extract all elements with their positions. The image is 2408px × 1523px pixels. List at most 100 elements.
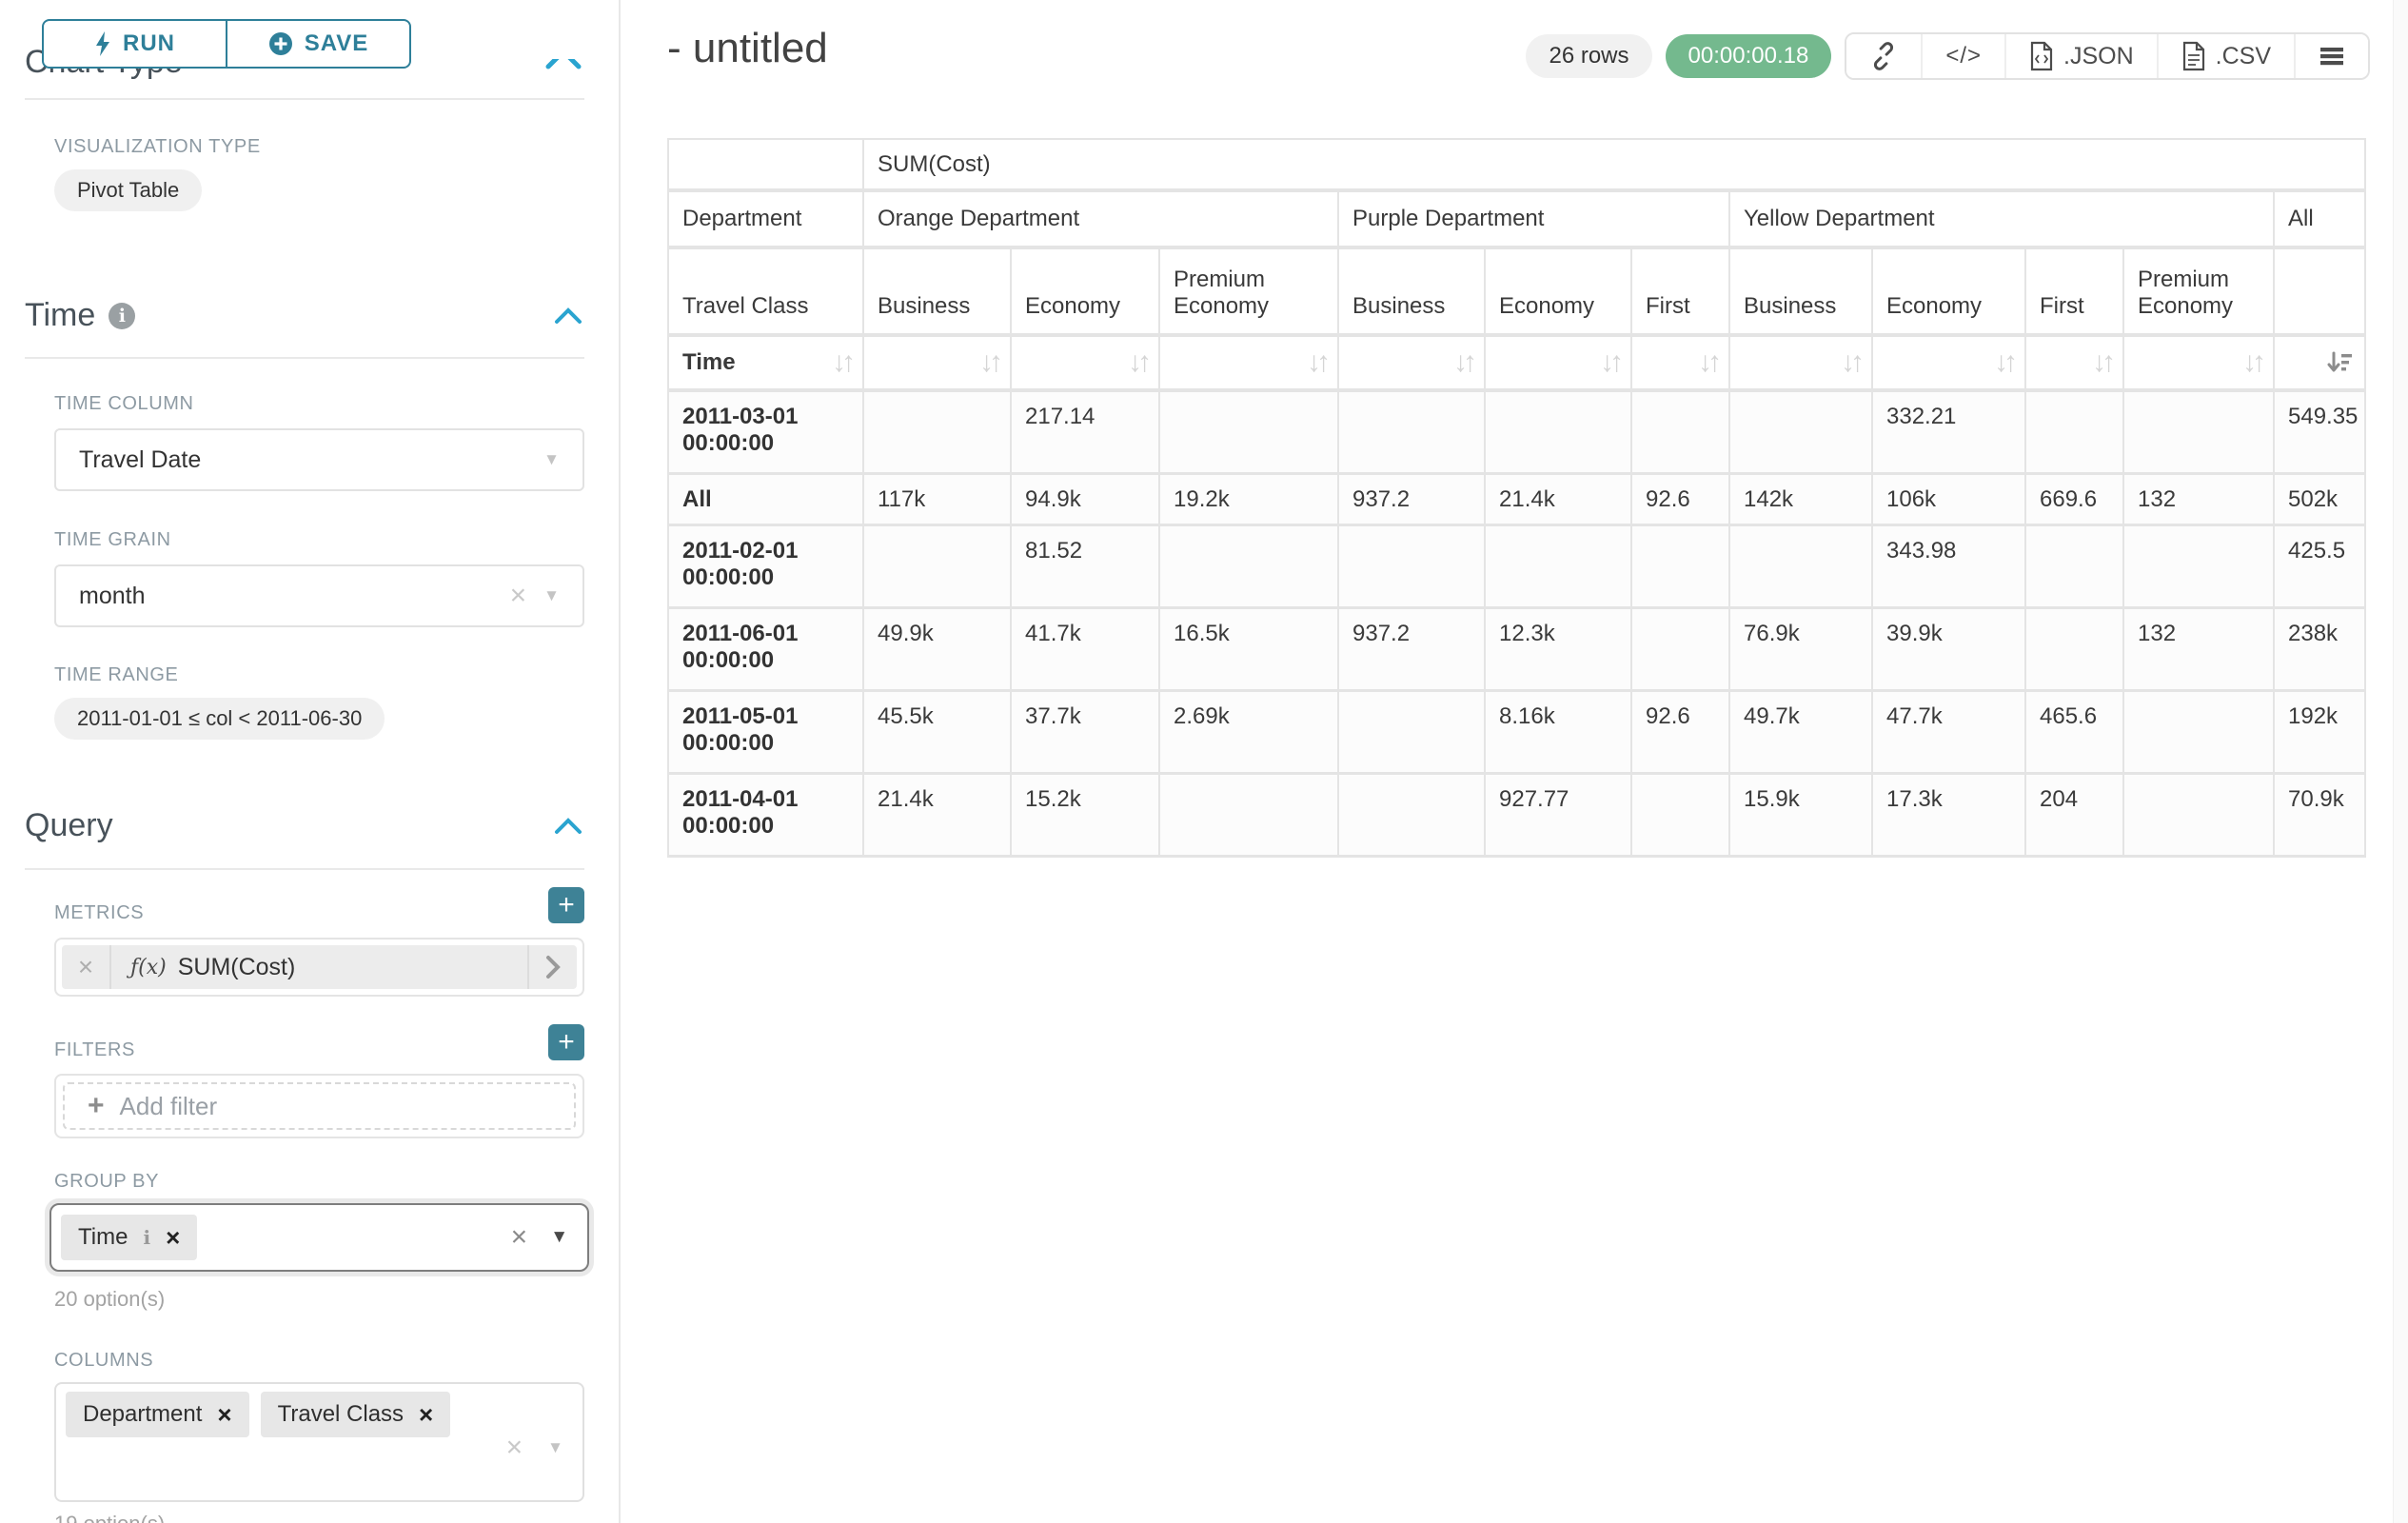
group-by-select[interactable]: Time i × × ▼: [49, 1203, 589, 1272]
department-axis-label: Department: [668, 190, 863, 247]
save-button-label: SAVE: [305, 30, 369, 57]
value-cell: 70.9k: [2274, 773, 2365, 856]
time-range-pill[interactable]: 2011-01-01 ≤ col < 2011-06-30: [54, 698, 385, 740]
value-cell: 502k: [2274, 473, 2365, 524]
chart-type-collapse-icon[interactable]: [541, 59, 586, 70]
column-sort-header[interactable]: ↓↑: [1011, 335, 1159, 390]
value-cell: [2025, 607, 2123, 690]
menu-button[interactable]: [2296, 34, 2368, 78]
column-sort-header[interactable]: ↓↑: [1485, 335, 1631, 390]
pivot-table: SUM(Cost) Department Orange Department P…: [667, 138, 2366, 858]
value-cell: 45.5k: [863, 690, 1011, 773]
clear-icon[interactable]: ×: [511, 1221, 528, 1254]
value-cell: [1631, 773, 1729, 856]
remove-chip-icon[interactable]: ×: [166, 1223, 180, 1253]
embed-code-button[interactable]: </>: [1923, 34, 2006, 78]
columns-chip[interactable]: Department ×: [66, 1392, 249, 1437]
value-cell: 937.2: [1338, 607, 1485, 690]
sort-icon[interactable]: ↓↑: [1128, 346, 1147, 379]
department-group-header: Purple Department: [1338, 190, 1729, 247]
columns-chip[interactable]: Travel Class ×: [261, 1392, 451, 1437]
info-icon: i: [109, 303, 135, 329]
column-sort-header[interactable]: ↓↑: [1729, 335, 1872, 390]
fx-icon: ƒ(x): [130, 956, 167, 979]
sort-icon[interactable]: ↓↑: [2242, 346, 2261, 379]
time-grain-select[interactable]: month × ▼: [54, 564, 584, 627]
value-cell: 8.16k: [1485, 690, 1631, 773]
export-csv-button[interactable]: .CSV: [2159, 34, 2296, 78]
table-row: 2011-04-01 00:00:0021.4k15.2k927.7715.9k…: [668, 773, 2365, 856]
value-cell: [1631, 607, 1729, 690]
column-sort-header[interactable]: [2274, 335, 2365, 390]
chevron-up-icon[interactable]: [552, 306, 584, 326]
columns-select[interactable]: Department × Travel Class × × ▼: [54, 1382, 584, 1502]
sort-icon[interactable]: ↓↑: [1994, 346, 2013, 379]
table-row: All117k94.9k19.2k937.221.4k92.6142k106k6…: [668, 473, 2365, 524]
time-sort-header[interactable]: Time↓↑: [668, 335, 863, 390]
link-icon: [1869, 42, 1898, 70]
value-cell: 549.35: [2274, 390, 2365, 473]
sort-icon[interactable]: ↓↑: [832, 346, 851, 379]
sort-icon[interactable]: ↓↑: [1453, 346, 1472, 379]
metric-chip[interactable]: × ƒ(x) SUM(Cost): [62, 945, 577, 989]
travel-class-header: Economy: [1485, 247, 1631, 335]
value-cell: 343.98: [1872, 524, 2025, 607]
time-grain-label: TIME GRAIN: [54, 529, 171, 551]
value-cell: [2123, 690, 2274, 773]
value-cell: [1338, 390, 1485, 473]
sort-icon[interactable]: ↓↑: [1307, 346, 1326, 379]
add-metric-button[interactable]: +: [548, 887, 584, 923]
viz-type-pill[interactable]: Pivot Table: [54, 169, 202, 211]
add-filter-label: Add filter: [120, 1092, 218, 1121]
metrics-label: METRICS: [54, 902, 144, 924]
remove-chip-icon[interactable]: ×: [217, 1400, 231, 1430]
sort-icon[interactable]: ↓↑: [2092, 346, 2111, 379]
chevron-right-icon[interactable]: [527, 945, 577, 989]
sort-icon[interactable]: ↓↑: [979, 346, 998, 379]
column-sort-header[interactable]: ↓↑: [1872, 335, 2025, 390]
column-sort-header[interactable]: ↓↑: [2123, 335, 2274, 390]
value-cell: 192k: [2274, 690, 2365, 773]
row-count-badge: 26 rows: [1526, 34, 1651, 78]
add-filter-button[interactable]: + Add filter: [63, 1082, 576, 1130]
column-sort-header[interactable]: ↓↑: [1159, 335, 1338, 390]
time-column-select[interactable]: Travel Date ▼: [54, 428, 584, 491]
column-sort-header[interactable]: ↓↑: [2025, 335, 2123, 390]
clear-icon[interactable]: ×: [510, 582, 527, 610]
value-cell: 12.3k: [1485, 607, 1631, 690]
department-group-header: Yellow Department: [1729, 190, 2274, 247]
sort-icon[interactable]: ↓↑: [1600, 346, 1619, 379]
value-cell: 49.9k: [863, 607, 1011, 690]
export-csv-label: .CSV: [2216, 43, 2271, 70]
column-sort-header[interactable]: ↓↑: [1631, 335, 1729, 390]
divider: [25, 98, 584, 100]
remove-chip-icon[interactable]: ×: [419, 1400, 433, 1430]
metric-header-cell: SUM(Cost): [863, 139, 2365, 190]
export-json-button[interactable]: .JSON: [2006, 34, 2159, 78]
travel-class-header: Premium Economy: [1159, 247, 1338, 335]
chevron-up-icon[interactable]: [552, 816, 584, 837]
value-cell: 332.21: [1872, 390, 2025, 473]
sort-icon[interactable]: ↓↑: [1698, 346, 1717, 379]
add-filter-plus-button[interactable]: +: [548, 1024, 584, 1060]
travel-class-header: [2274, 247, 2365, 335]
sort-icon[interactable]: ↓↑: [1841, 346, 1860, 379]
value-cell: 15.2k: [1011, 773, 1159, 856]
copy-link-button[interactable]: [1846, 34, 1923, 78]
column-sort-header[interactable]: ↓↑: [863, 335, 1011, 390]
value-cell: [2123, 390, 2274, 473]
columns-options-note: 19 option(s): [54, 1512, 165, 1523]
chevron-down-icon: ▼: [543, 586, 560, 605]
run-button[interactable]: RUN: [42, 19, 227, 69]
clear-icon[interactable]: ×: [506, 1434, 523, 1462]
remove-metric-icon[interactable]: ×: [62, 945, 111, 989]
value-cell: [1159, 390, 1338, 473]
sort-desc-icon[interactable]: [2326, 349, 2353, 376]
value-cell: 132: [2123, 473, 2274, 524]
page-scrollbar[interactable]: [2393, 0, 2408, 1523]
group-by-chip[interactable]: Time i ×: [61, 1215, 197, 1260]
query-section-header: Query: [25, 807, 584, 844]
value-cell: 47.7k: [1872, 690, 2025, 773]
save-button[interactable]: SAVE: [227, 19, 411, 69]
column-sort-header[interactable]: ↓↑: [1338, 335, 1485, 390]
